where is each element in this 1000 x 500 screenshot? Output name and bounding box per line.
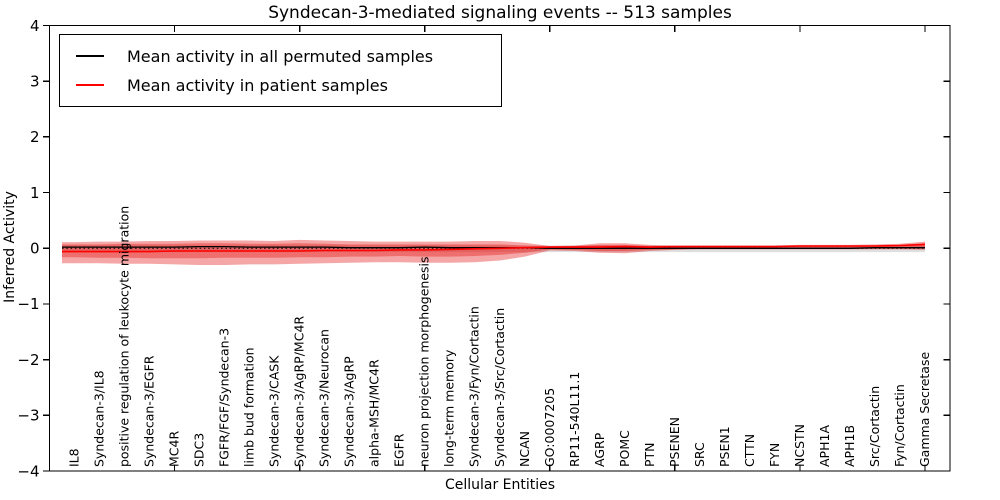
x-category-label: neuron projection morphogenesis (417, 256, 432, 467)
chart-title: Syndecan-3-mediated signaling events -- … (268, 3, 732, 23)
legend-entry-label: Mean activity in all permuted samples (127, 46, 434, 66)
x-category-label: NCSTN (792, 424, 807, 467)
x-category-label: SRC (692, 442, 707, 467)
x-category-label: long-term memory (442, 349, 457, 467)
x-category-label: AGRP (592, 432, 607, 467)
x-category-label: Gamma Secretase (917, 352, 932, 467)
x-category-label: APH1B (842, 425, 857, 467)
x-category-label: EGFR (392, 433, 407, 467)
x-category-label: Syndecan-3/CASK (267, 355, 282, 467)
x-axis-label: Cellular Entities (444, 477, 556, 493)
x-category-label: APH1A (817, 425, 832, 467)
y-tick-label: 1 (30, 184, 40, 202)
y-tick-label: 0 (30, 240, 40, 258)
x-category-label: limb bud formation (242, 347, 257, 467)
legend: Mean activity in all permuted samples Me… (59, 34, 502, 107)
legend-entry-permuted: Mean activity in all permuted samples (76, 43, 491, 69)
x-category-label: RP11-540L11.1 (567, 372, 582, 467)
x-category-label: Syndecan-3/AgRP/MC4R (292, 316, 307, 467)
x-category-label: Syndecan-3/EGFR (142, 355, 157, 467)
x-category-label: PSEN1 (717, 426, 732, 467)
x-category-label: SDC3 (192, 433, 207, 467)
y-tick-label: −4 (17, 462, 39, 480)
patient-line-sample-icon (76, 84, 104, 86)
x-category-label: CTTN (742, 434, 757, 467)
permuted-mean-line (62, 245, 925, 249)
patient-mean-line (62, 243, 926, 253)
x-category-label: positive regulation of leukocyte migrati… (117, 206, 132, 467)
x-category-label: PSENEN (667, 417, 682, 467)
x-category-label: Syndecan-3/Src/Cortactin (492, 308, 507, 467)
x-category-label: GO:0007205 (542, 388, 557, 467)
x-category-label: Syndecan-3/AgRP (342, 356, 357, 467)
x-category-label: alpha-MSH/MC4R (367, 359, 382, 467)
x-category-label: Fyn/Cortactin (892, 384, 907, 467)
x-category-label: PTN (642, 442, 657, 467)
x-category-label: MC4R (167, 431, 182, 467)
x-category-label: FGFR/FGF/Syndecan-3 (217, 328, 232, 467)
x-category-label: IL8 (67, 448, 82, 467)
permuted-line-sample-icon (76, 55, 104, 57)
x-category-label: Syndecan-3/IL8 (92, 370, 107, 467)
x-category-label: POMC (617, 430, 632, 467)
y-tick-label: 2 (30, 128, 40, 146)
y-tick-label: −1 (17, 295, 39, 313)
legend-entry-patient: Mean activity in patient samples (76, 72, 491, 98)
y-axis-label: Inferred Activity (2, 191, 18, 303)
legend-entry-label: Mean activity in patient samples (127, 75, 388, 95)
x-category-label: Src/Cortactin (867, 386, 882, 467)
x-category-label: FYN (767, 443, 782, 467)
x-category-label: Syndecan-3/Fyn/Cortactin (467, 306, 482, 467)
y-tick-label: 3 (30, 72, 40, 90)
y-tick-label: 4 (30, 17, 40, 35)
x-category-label: NCAN (517, 431, 532, 467)
x-category-label: Syndecan-3/Neurocan (317, 329, 332, 467)
y-tick-label: −3 (17, 407, 39, 425)
y-tick-label: −2 (17, 351, 39, 369)
